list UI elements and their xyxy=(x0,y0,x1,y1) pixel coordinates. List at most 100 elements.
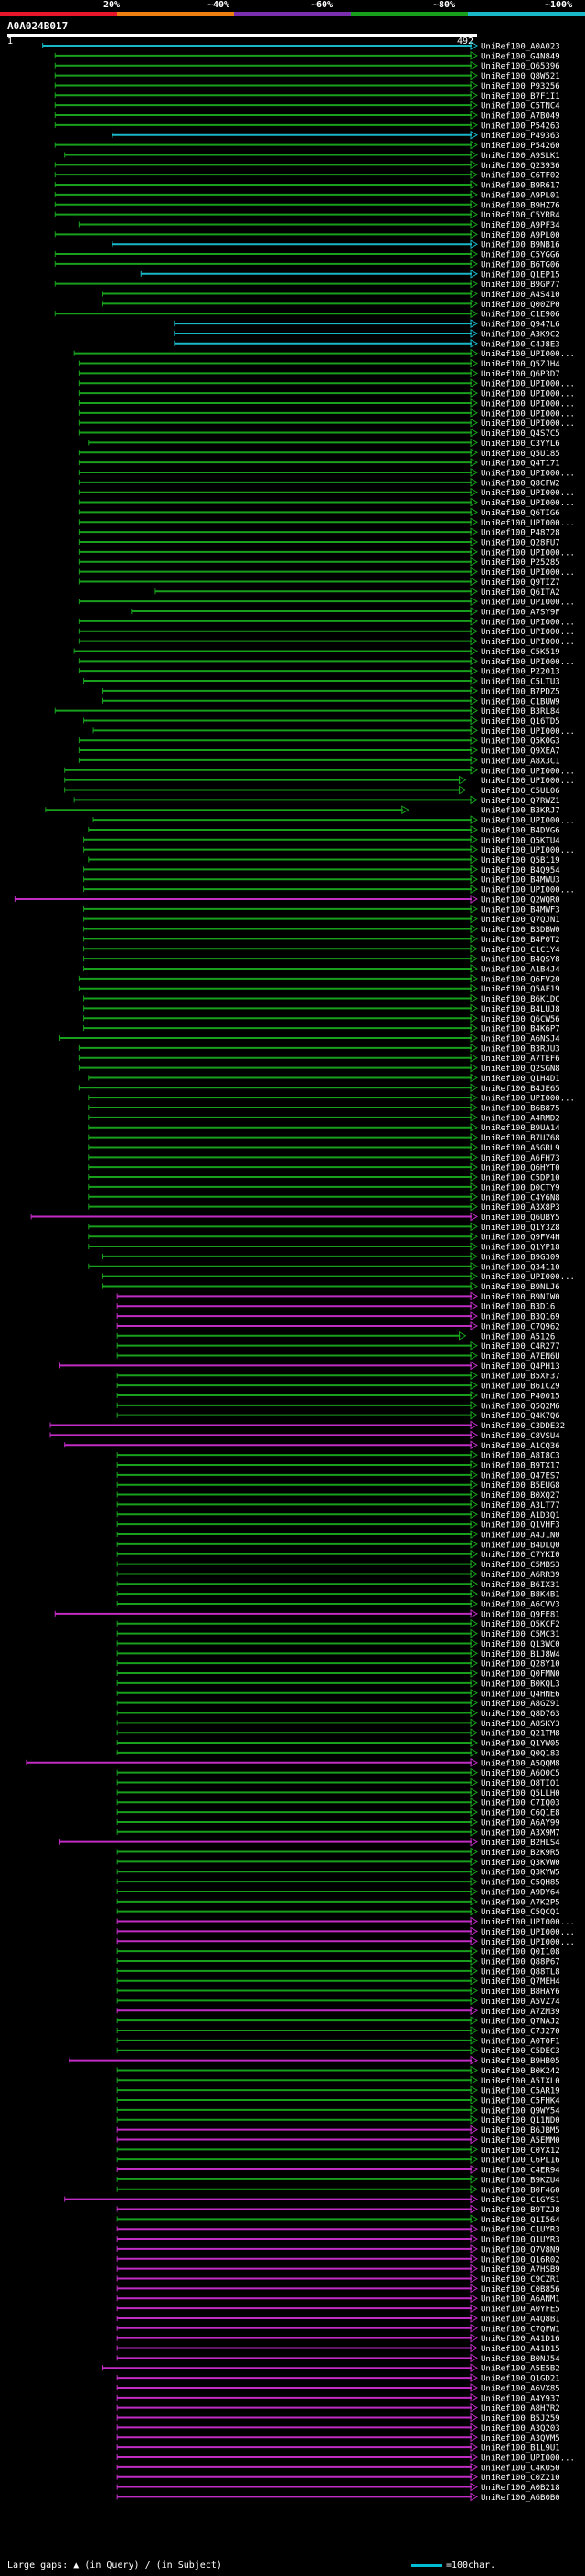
hit-label[interactable]: UniRef100_B0F460 xyxy=(481,2186,560,2195)
hit-label[interactable]: UniRef100_B5J259 xyxy=(481,2414,560,2423)
hit-label[interactable]: UniRef100_B2HLS4 xyxy=(481,1839,560,1848)
hit-label[interactable]: UniRef100_B3DBW0 xyxy=(481,926,560,935)
hit-label[interactable]: UniRef100_A3X8P3 xyxy=(481,1203,560,1213)
hit-label[interactable]: UniRef100_UPI000... xyxy=(481,727,575,737)
hit-label[interactable]: UniRef100_C4J8E3 xyxy=(481,340,560,349)
hit-label[interactable]: UniRef100_C5MBS3 xyxy=(481,1561,560,1570)
hit-label[interactable]: UniRef100_C5UL06 xyxy=(481,787,560,796)
hit-label[interactable]: UniRef100_P48728 xyxy=(481,529,560,538)
hit-label[interactable]: UniRef100_P54263 xyxy=(481,122,560,131)
hit-label[interactable]: UniRef100_C5FHK4 xyxy=(481,2097,560,2106)
hit-label[interactable]: UniRef100_Q5Q2M6 xyxy=(481,1402,560,1411)
hit-label[interactable]: UniRef100_A6ANM1 xyxy=(481,2295,560,2305)
hit-label[interactable]: UniRef100_B9TZJ8 xyxy=(481,2206,560,2215)
hit-label[interactable]: UniRef100_Q9FV4H xyxy=(481,1234,560,1243)
hit-label[interactable]: UniRef100_Q6HYT0 xyxy=(481,1164,560,1173)
hit-label[interactable]: UniRef100_B4QSY8 xyxy=(481,956,560,965)
hit-label[interactable]: UniRef100_Q47ES7 xyxy=(481,1471,560,1480)
hit-label[interactable]: UniRef100_A3X9M7 xyxy=(481,1829,560,1838)
hit-label[interactable]: UniRef100_A0T0F1 xyxy=(481,2037,560,2046)
hit-label[interactable]: UniRef100_B3KRJ7 xyxy=(481,807,560,816)
hit-label[interactable]: UniRef100_A5QQM8 xyxy=(481,1759,560,1768)
hit-label[interactable]: UniRef100_Q3KVW0 xyxy=(481,1859,560,1868)
hit-label[interactable]: UniRef100_Q5ZJH4 xyxy=(481,360,560,369)
hit-label[interactable]: UniRef100_D0CTY9 xyxy=(481,1183,560,1193)
hit-label[interactable]: UniRef100_Q6TIG6 xyxy=(481,509,560,518)
hit-label[interactable]: UniRef100_B6TG06 xyxy=(481,260,560,270)
hit-label[interactable]: UniRef100_B2K9R5 xyxy=(481,1849,560,1858)
hit-label[interactable]: UniRef100_Q16R02 xyxy=(481,2255,560,2264)
hit-label[interactable]: UniRef100_A6B0B0 xyxy=(481,2494,560,2503)
hit-label[interactable]: UniRef100_B9NB16 xyxy=(481,241,560,250)
hit-label[interactable]: UniRef100_Q7QJN1 xyxy=(481,916,560,925)
hit-label[interactable]: UniRef100_B9KZU4 xyxy=(481,2176,560,2185)
hit-label[interactable]: UniRef100_C4R277 xyxy=(481,1342,560,1352)
hit-label[interactable]: UniRef100_B9G309 xyxy=(481,1253,560,1262)
hit-label[interactable]: UniRef100_C6Q1E8 xyxy=(481,1809,560,1818)
hit-label[interactable]: UniRef100_A9SLK1 xyxy=(481,152,560,161)
hit-label[interactable]: UniRef100_B0NJ54 xyxy=(481,2355,560,2364)
hit-label[interactable]: UniRef100_C5K519 xyxy=(481,648,560,657)
hit-label[interactable]: UniRef100_C5YRR4 xyxy=(481,211,560,220)
hit-label[interactable]: UniRef100_A8SKY3 xyxy=(481,1720,560,1729)
hit-label[interactable]: UniRef100_Q4S7C5 xyxy=(481,429,560,439)
hit-label[interactable]: UniRef100_Q0FMN0 xyxy=(481,1670,560,1680)
hit-label[interactable]: UniRef100_C5LTU3 xyxy=(481,678,560,687)
hit-label[interactable]: UniRef100_G4N849 xyxy=(481,52,560,61)
hit-label[interactable]: UniRef100_A7HSB9 xyxy=(481,2265,560,2274)
hit-label[interactable]: UniRef100_A41D16 xyxy=(481,2335,560,2344)
hit-label[interactable]: UniRef100_Q8W521 xyxy=(481,72,560,81)
hit-label[interactable]: UniRef100_Q947L6 xyxy=(481,321,560,330)
hit-label[interactable]: UniRef100_A9PL01 xyxy=(481,191,560,200)
hit-label[interactable]: UniRef100_A7TEF6 xyxy=(481,1055,560,1064)
hit-label[interactable]: UniRef100_UPI000... xyxy=(481,1918,575,1927)
hit-label[interactable]: UniRef100_Q1YW05 xyxy=(481,1740,560,1749)
hit-label[interactable]: UniRef100_P25285 xyxy=(481,558,560,567)
hit-label[interactable]: UniRef100_Q6ITA2 xyxy=(481,588,560,598)
hit-label[interactable]: UniRef100_UPI000... xyxy=(481,618,575,627)
hit-label[interactable]: UniRef100_B6B875 xyxy=(481,1105,560,1114)
hit-label[interactable]: UniRef100_A4S410 xyxy=(481,291,560,300)
hit-label[interactable]: UniRef100_A5VZ74 xyxy=(481,1998,560,2007)
hit-label[interactable]: UniRef100_UPI000... xyxy=(481,568,575,578)
hit-label[interactable]: UniRef100_B7F1I1 xyxy=(481,92,560,101)
hit-label[interactable]: UniRef100_B5XF37 xyxy=(481,1373,560,1382)
hit-label[interactable]: UniRef100_C7IQ03 xyxy=(481,1799,560,1808)
hit-label[interactable]: UniRef100_A0YFE5 xyxy=(481,2306,560,2315)
hit-label[interactable]: UniRef100_Q9FE81 xyxy=(481,1610,560,1619)
hit-label[interactable]: UniRef100_Q13WC0 xyxy=(481,1640,560,1649)
hit-label[interactable]: UniRef100_Q21TM8 xyxy=(481,1730,560,1739)
hit-label[interactable]: UniRef100_A8I8C3 xyxy=(481,1452,560,1461)
hit-label[interactable]: UniRef100_B6K1DC xyxy=(481,995,560,1004)
hit-label[interactable]: UniRef100_Q9WY54 xyxy=(481,2106,560,2115)
hit-label[interactable]: UniRef100_Q8CFW2 xyxy=(481,479,560,488)
hit-label[interactable]: UniRef100_A1CQ36 xyxy=(481,1442,560,1451)
hit-label[interactable]: UniRef100_UPI000... xyxy=(481,1095,575,1104)
hit-label[interactable]: UniRef100_Q34110 xyxy=(481,1263,560,1272)
hit-label[interactable]: UniRef100_UPI000... xyxy=(481,817,575,826)
hit-label[interactable]: UniRef100_Q00ZP0 xyxy=(481,301,560,310)
hit-label[interactable]: UniRef100_A5126 xyxy=(481,1332,555,1341)
hit-label[interactable]: UniRef100_B4DVG6 xyxy=(481,826,560,835)
hit-label[interactable]: UniRef100_Q5AF19 xyxy=(481,985,560,994)
hit-label[interactable]: UniRef100_C5DP10 xyxy=(481,1174,560,1183)
hit-label[interactable]: UniRef100_UPI000... xyxy=(481,767,575,776)
hit-label[interactable]: UniRef100_Q28FU7 xyxy=(481,539,560,548)
hit-label[interactable]: UniRef100_A0A023 xyxy=(481,43,560,52)
hit-label[interactable]: UniRef100_UPI000... xyxy=(481,419,575,429)
hit-label[interactable]: UniRef100_C9CZR1 xyxy=(481,2275,560,2284)
hit-label[interactable]: UniRef100_A1D3Q1 xyxy=(481,1511,560,1521)
hit-label[interactable]: UniRef100_A7SY9F xyxy=(481,609,560,618)
hit-label[interactable]: UniRef100_A4Y937 xyxy=(481,2394,560,2403)
hit-label[interactable]: UniRef100_B0K242 xyxy=(481,2067,560,2076)
hit-label[interactable]: UniRef100_B9TX17 xyxy=(481,1461,560,1470)
hit-label[interactable]: UniRef100_UPI000... xyxy=(481,1928,575,1937)
hit-label[interactable]: UniRef100_UPI000... xyxy=(481,390,575,399)
hit-label[interactable]: UniRef100_C1C1Y4 xyxy=(481,946,560,955)
hit-label[interactable]: UniRef100_Q1UYR3 xyxy=(481,2236,560,2245)
hit-label[interactable]: UniRef100_B4LUJ8 xyxy=(481,1005,560,1014)
hit-label[interactable]: UniRef100_C5QH85 xyxy=(481,1879,560,1888)
hit-label[interactable]: UniRef100_A8X3C1 xyxy=(481,757,560,766)
hit-label[interactable]: UniRef100_Q7V8N9 xyxy=(481,2245,560,2254)
hit-label[interactable]: UniRef100_Q1YP18 xyxy=(481,1244,560,1253)
